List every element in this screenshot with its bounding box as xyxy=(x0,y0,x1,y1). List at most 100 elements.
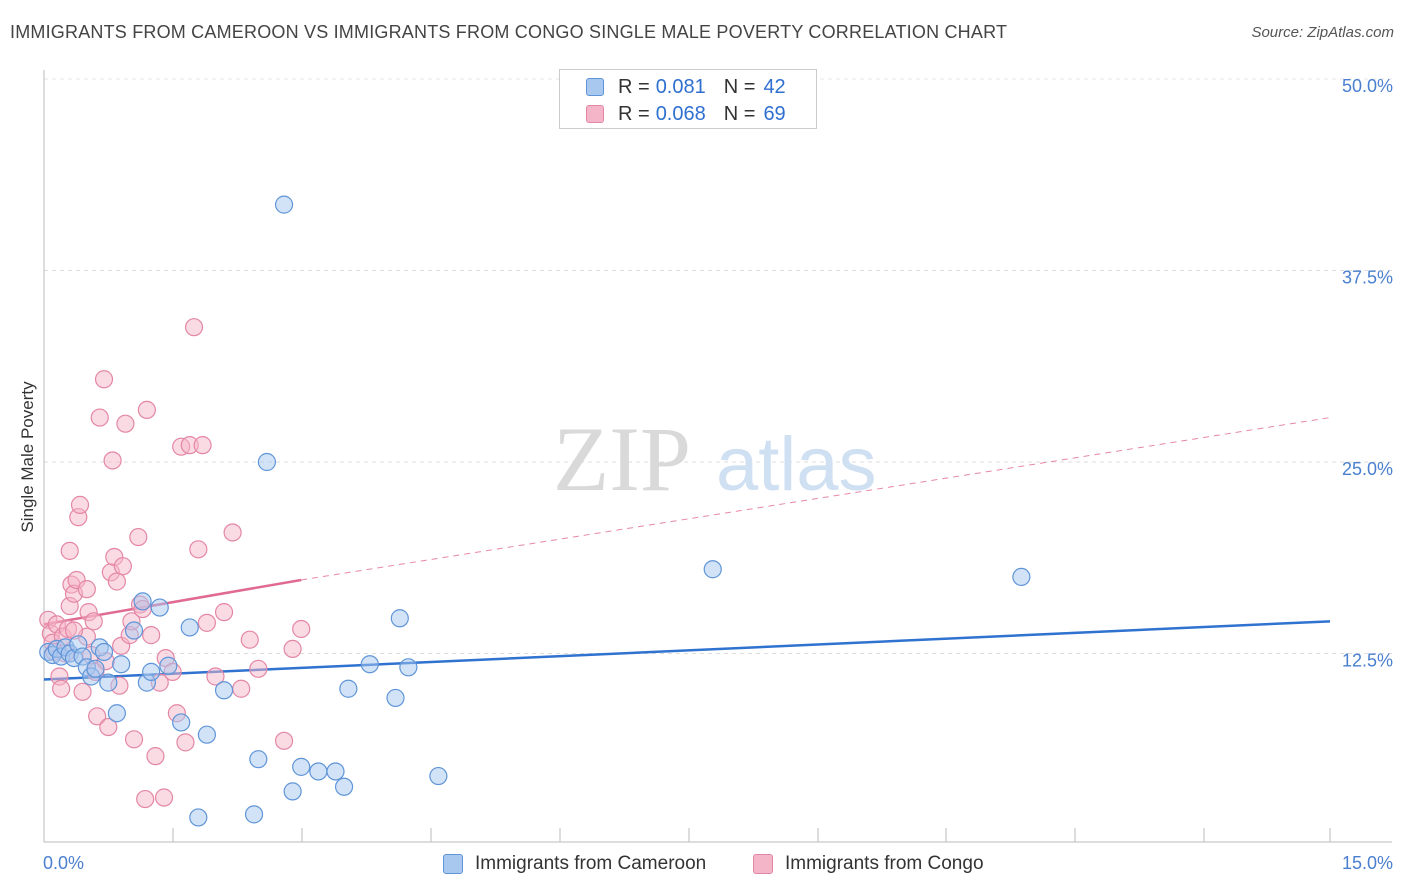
legend-swatch-cameroon xyxy=(586,78,604,96)
legend-swatch-cameroon xyxy=(443,854,463,874)
legend-row-cameroon: R = 0.081 N = 42 xyxy=(586,74,786,100)
data-point-congo xyxy=(70,495,90,514)
y-tick-label: 12.5% xyxy=(1342,651,1393,671)
data-point-cameroon xyxy=(1012,567,1031,587)
data-point-congo xyxy=(129,527,148,547)
watermark-atlas: atlas xyxy=(716,422,877,507)
n-value: 42 xyxy=(763,75,786,98)
data-point-congo xyxy=(52,679,71,698)
data-point-cameroon xyxy=(326,762,345,781)
data-point-cameroon xyxy=(112,655,131,674)
legend-item-cameroon[interactable]: Immigrants from Cameroon xyxy=(443,853,706,875)
data-point-congo xyxy=(124,730,144,749)
y-tick-label: 50.0% xyxy=(1342,76,1393,96)
y-tick-labels: 12.5% 25.0% 37.5% 50.0% xyxy=(1342,76,1393,671)
data-point-congo xyxy=(146,747,165,766)
trend-extension-1 xyxy=(301,417,1331,581)
data-point-cameroon xyxy=(386,688,405,708)
data-point-cameroon xyxy=(94,642,114,662)
data-point-congo xyxy=(223,523,242,542)
data-point-congo xyxy=(73,682,92,701)
data-point-cameroon xyxy=(172,713,191,732)
data-point-congo xyxy=(116,414,135,433)
y-tick-label: 25.0% xyxy=(1342,459,1393,479)
correlation-legend: R = 0.081 N = 42 R = 0.068 N = 69 xyxy=(559,69,817,129)
data-point-cameroon xyxy=(180,618,199,637)
data-point-cameroon xyxy=(159,656,178,675)
legend-swatch-congo xyxy=(753,854,773,874)
watermark-zip: ZIP xyxy=(553,408,691,510)
data-point-cameroon xyxy=(150,598,169,617)
r-label: R = xyxy=(618,102,650,125)
legend-label-congo: Immigrants from Congo xyxy=(785,853,984,874)
data-point-congo xyxy=(214,603,234,622)
data-point-cameroon xyxy=(86,659,105,678)
legend-label-cameroon: Immigrants from Cameroon xyxy=(475,853,707,874)
n-label: N = xyxy=(723,102,756,125)
data-point-congo xyxy=(60,541,79,560)
watermark: ZIP atlas xyxy=(553,408,877,510)
data-point-cameroon xyxy=(703,560,722,579)
data-point-cameroon xyxy=(274,195,294,214)
data-point-congo xyxy=(189,540,208,559)
n-value: 69 xyxy=(763,102,786,125)
data-point-congo xyxy=(137,400,156,420)
data-point-congo xyxy=(142,626,161,645)
data-point-congo xyxy=(113,557,132,576)
data-point-cameroon xyxy=(283,782,302,801)
data-point-congo xyxy=(90,408,109,427)
data-point-congo xyxy=(107,572,126,591)
data-point-congo xyxy=(154,788,174,807)
data-point-cameroon xyxy=(249,750,268,769)
data-point-cameroon xyxy=(390,609,409,628)
data-point-congo xyxy=(193,436,212,455)
r-value: 0.068 xyxy=(655,102,706,125)
data-point-congo xyxy=(84,612,103,631)
data-point-congo xyxy=(176,733,195,752)
data-point-congo xyxy=(94,370,114,389)
data-point-congo xyxy=(77,580,96,599)
data-point-congo xyxy=(283,639,302,659)
data-point-cameroon xyxy=(133,592,152,611)
chart-title: IMMIGRANTS FROM CAMEROON VS IMMIGRANTS F… xyxy=(10,22,1008,42)
data-point-congo xyxy=(88,707,107,726)
data-point-congo xyxy=(206,667,225,686)
series-legend: Immigrants from Cameroon Immigrants from… xyxy=(0,851,1406,879)
data-point-congo xyxy=(240,630,259,649)
data-point-congo xyxy=(232,679,251,698)
x-tick-label: 15.0% xyxy=(1342,853,1393,873)
x-tick-label: 0.0% xyxy=(43,853,84,873)
legend-item-congo[interactable]: Immigrants from Congo xyxy=(753,853,984,875)
data-point-cameroon xyxy=(292,757,311,776)
data-point-congo xyxy=(274,731,294,750)
data-point-cameroon xyxy=(309,762,328,781)
data-point-cameroon xyxy=(124,621,144,640)
data-point-congo xyxy=(197,613,216,632)
r-value: 0.081 xyxy=(655,75,706,98)
data-point-cameroon xyxy=(334,777,354,796)
data-point-cameroon xyxy=(257,452,277,472)
data-point-cameroon xyxy=(244,805,264,824)
data-point-cameroon xyxy=(107,704,126,723)
data-point-cameroon xyxy=(429,766,448,786)
data-point-cameroon xyxy=(197,725,216,744)
data-point-cameroon xyxy=(339,679,358,698)
data-point-cameroon xyxy=(142,662,161,681)
data-point-cameroon xyxy=(99,673,118,692)
r-label: R = xyxy=(618,75,650,98)
data-point-congo xyxy=(136,789,155,809)
trend-line-0 xyxy=(43,620,1331,681)
source-note: Source: ZipAtlas.com xyxy=(1251,24,1394,41)
data-point-congo xyxy=(103,451,122,470)
y-tick-label: 37.5% xyxy=(1342,268,1393,288)
legend-swatch-congo xyxy=(586,105,604,123)
data-point-congo xyxy=(249,659,268,678)
data-point-cameroon xyxy=(360,655,379,674)
data-point-congo xyxy=(184,318,204,337)
data-point-cameroon xyxy=(189,808,208,827)
legend-row-congo: R = 0.068 N = 69 xyxy=(586,101,786,127)
axes xyxy=(43,70,1392,843)
x-tick-labels: 0.0% 15.0% xyxy=(43,853,1393,873)
data-point-congo xyxy=(99,717,118,737)
